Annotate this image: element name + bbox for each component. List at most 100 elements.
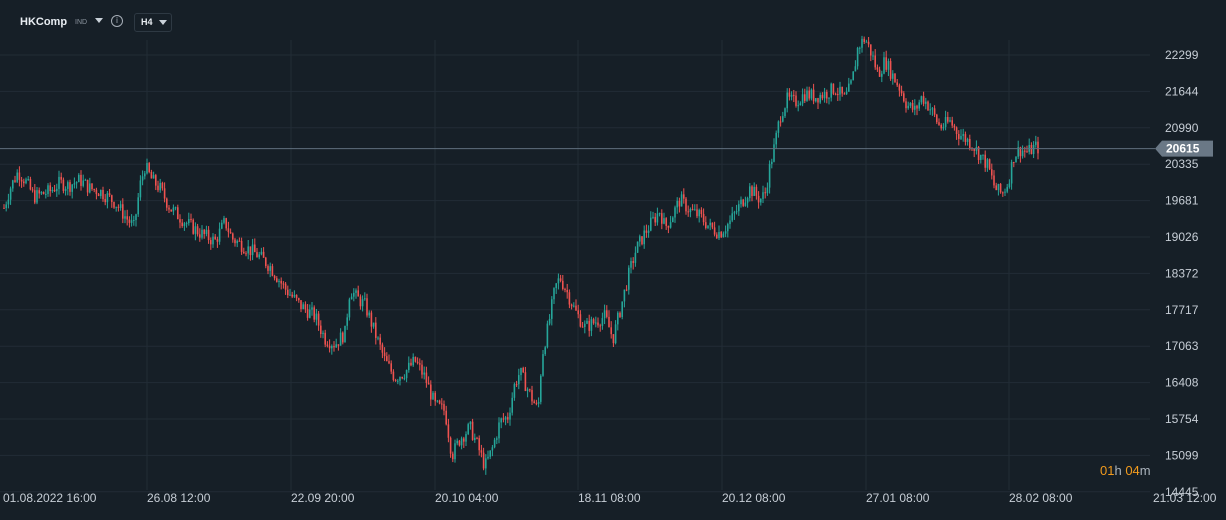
- candle-up: [185, 223, 188, 225]
- candle-up: [797, 105, 799, 107]
- timeframe-selector[interactable]: H4: [134, 13, 172, 32]
- candle-down: [370, 312, 373, 327]
- candle-down: [524, 372, 527, 391]
- candle-down: [170, 209, 172, 212]
- candle-down: [207, 229, 210, 241]
- symbol-name[interactable]: HKComp: [20, 16, 68, 28]
- candle-down: [955, 127, 958, 134]
- candle-up: [159, 182, 161, 191]
- candle-up: [36, 190, 38, 203]
- candle-up: [709, 222, 711, 226]
- candle-up: [997, 183, 1000, 191]
- candle-down: [157, 185, 159, 191]
- candle-down: [995, 185, 997, 191]
- candle-down: [720, 232, 722, 238]
- candle-up: [601, 318, 604, 326]
- candle-up: [223, 218, 225, 223]
- candle-down: [304, 304, 307, 310]
- candle-down: [168, 207, 170, 210]
- candle-down: [870, 44, 872, 56]
- candle-down: [896, 82, 898, 86]
- candle-down: [936, 114, 938, 123]
- candle-up: [89, 183, 91, 193]
- candle-up: [353, 292, 355, 297]
- candle-down: [841, 86, 843, 94]
- candle-down: [522, 367, 524, 373]
- candle-up: [727, 224, 729, 232]
- candle-up: [982, 154, 984, 156]
- candle-down: [597, 322, 599, 326]
- candle-up: [766, 187, 769, 194]
- candle-up: [621, 301, 623, 317]
- candle-down: [111, 195, 113, 202]
- candle-up: [784, 108, 786, 117]
- countdown-hours: 01: [1100, 463, 1115, 478]
- candle-down: [953, 125, 956, 128]
- candle-down: [276, 278, 278, 282]
- candle-up: [658, 213, 661, 215]
- candle-down: [678, 200, 681, 207]
- candle-down: [764, 192, 766, 194]
- candle-up: [729, 220, 731, 225]
- candle-down: [359, 296, 362, 307]
- candle-up: [509, 412, 511, 420]
- candle-up: [590, 319, 593, 331]
- candle-down: [245, 253, 247, 255]
- candle-down: [425, 372, 428, 383]
- candle-down: [889, 61, 892, 79]
- candle-up: [12, 180, 14, 189]
- candle-down: [564, 289, 566, 291]
- candle-up: [777, 121, 780, 133]
- candle-down: [685, 198, 687, 212]
- candle-down: [702, 213, 705, 223]
- candle-up: [9, 188, 12, 200]
- candle-down: [867, 41, 870, 45]
- candle-up: [139, 180, 142, 198]
- candle-down: [821, 94, 824, 99]
- candle-down: [478, 438, 480, 451]
- candle-up: [518, 375, 520, 385]
- candle-up: [557, 278, 560, 284]
- candle-up: [260, 251, 263, 255]
- price-tick-label: 18372: [1165, 266, 1199, 280]
- candle-up: [309, 309, 311, 318]
- candle-up: [322, 332, 324, 335]
- current-price-label: 20615: [1166, 142, 1200, 156]
- candle-up: [302, 304, 304, 310]
- candle-up: [740, 199, 742, 205]
- candle-down: [148, 163, 150, 172]
- candle-down: [788, 92, 791, 97]
- candle-down: [654, 216, 656, 223]
- candle-down: [1037, 141, 1039, 154]
- timeframe-dropdown-icon[interactable]: [159, 20, 167, 25]
- candle-up: [542, 354, 544, 376]
- candle-up: [839, 86, 841, 95]
- candle-up: [331, 346, 333, 349]
- candle-down: [379, 337, 381, 345]
- candle-up: [944, 117, 947, 127]
- symbol-dropdown-icon[interactable]: [95, 18, 103, 23]
- time-tick-label: 26.08 12:00: [147, 491, 211, 505]
- candle-down: [988, 159, 991, 170]
- price-tick-label: 20990: [1165, 121, 1199, 135]
- candle-up: [498, 422, 500, 439]
- candle-up: [782, 116, 784, 122]
- candle-down: [381, 344, 384, 353]
- candle-up: [859, 47, 861, 49]
- candle-up: [1008, 183, 1011, 188]
- candle-up: [810, 89, 813, 99]
- candle-up: [520, 367, 522, 376]
- candle-up: [100, 190, 102, 197]
- info-icon[interactable]: i: [111, 15, 123, 27]
- countdown-hours-unit: h: [1114, 463, 1122, 478]
- candle-up: [573, 305, 575, 307]
- candle-down: [287, 289, 289, 296]
- candle-up: [247, 246, 249, 254]
- candle-down: [434, 392, 436, 402]
- candle-down: [243, 251, 245, 254]
- candle-down: [328, 345, 331, 349]
- candle-down: [161, 182, 164, 189]
- candle-down: [326, 344, 329, 346]
